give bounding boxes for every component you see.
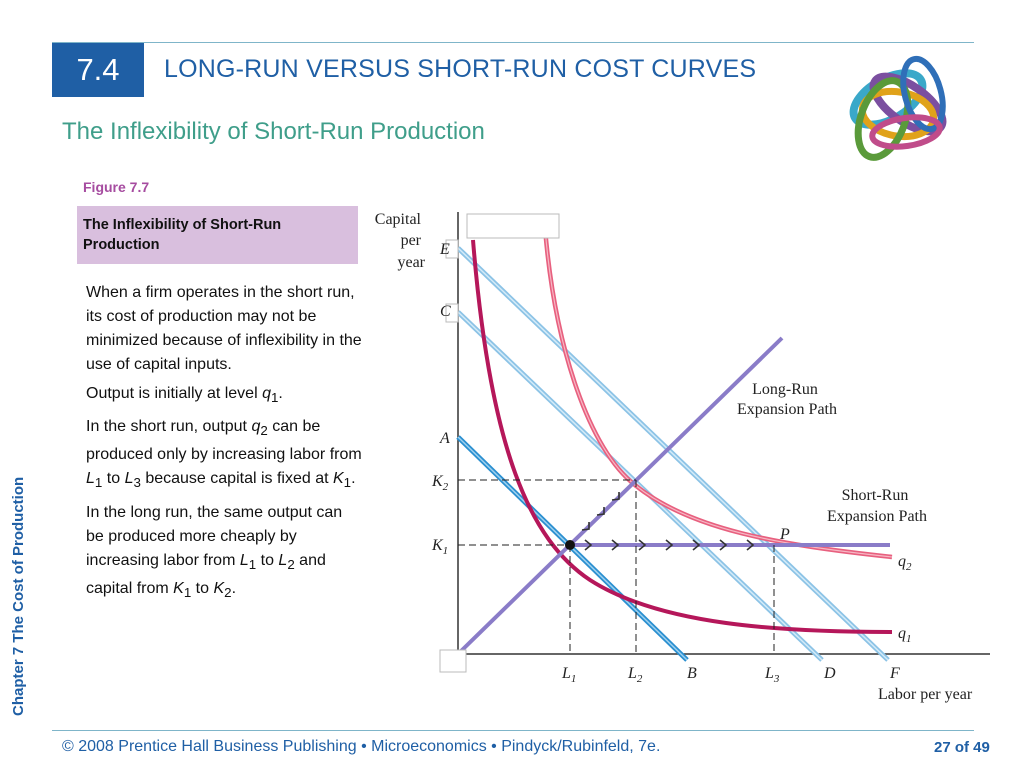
long-run-arrows [581,492,620,531]
description-paragraph: In the long run, the same output can be … [86,503,343,600]
description-paragraph: When a firm operates in the short run, i… [86,284,362,373]
figure-description: When a firm operates in the short run, i… [86,281,362,605]
axis-marker [439,649,467,673]
isocost-line-EF [457,247,889,661]
long-run-path-label: Long-Run Expansion Path [737,381,837,418]
description-paragraph: In the short run, output q2 can be produ… [86,418,362,491]
y-tick-K2: K2 [431,473,449,493]
footer-text: © 2008 Prentice Hall Business Publishing… [62,738,661,755]
y-tick-C: C [440,303,451,320]
q1-label: q1 [898,625,912,645]
optimum-point [565,540,575,550]
x-tick-D: D [823,665,836,682]
slide-title: LONG-RUN VERSUS SHORT-RUN COST CURVES [164,55,757,83]
x-tick-B: B [687,665,697,682]
isocost-line-CD [457,311,823,661]
y-axis-label: Capital per year [375,211,426,271]
page-number: 27 of 49 [934,739,990,756]
footer-rule [52,730,974,731]
axis-marker [466,213,560,239]
long-run-expansion-path [456,336,784,656]
figure-number: Figure 7.7 [83,179,150,195]
header-rule [52,42,974,43]
y-tick-A: A [439,430,450,447]
y-tick-K1: K1 [431,537,448,557]
rings-logo-icon [849,55,947,161]
x-tick-F: F [889,665,900,682]
short-run-path-label: Short-Run Expansion Path [827,487,927,525]
short-run-arrows [584,539,755,551]
point-P-label: P [779,526,790,543]
isoquant-q1 [471,239,893,634]
dashed-guides [458,479,775,654]
x-tick-L1: L1 [561,665,576,685]
section-number: 7.4 [52,43,144,97]
slide-subtitle: The Inflexibility of Short-Run Productio… [62,118,485,145]
figure-caption: The Inflexibility of Short-Run Productio… [77,206,358,264]
chapter-side-label: Chapter 7 The Cost of Production [10,476,27,716]
x-axis-label: Labor per year [878,686,973,703]
axis-marker [445,239,459,259]
x-tick-L3: L3 [764,665,780,685]
x-tick-L2: L2 [627,665,643,685]
y-tick-E: E [439,241,450,258]
description-paragraph: Output is initially at level q1. [86,385,283,406]
axis-marker [445,303,459,323]
cost-diagram: Capital per year E C A K2 K1 L1 L2 B L3 … [375,211,990,703]
q2-label: q2 [898,553,912,573]
